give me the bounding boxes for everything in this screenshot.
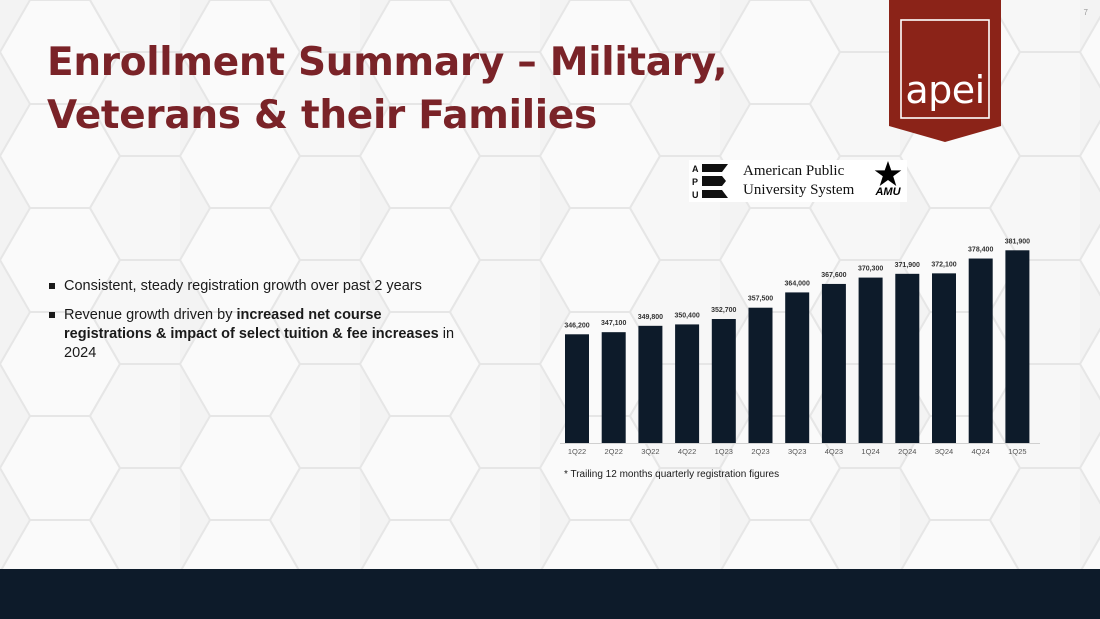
tick-label-2Q22: 2Q22 xyxy=(605,447,623,456)
bar-1Q22 xyxy=(565,334,589,443)
apu-letter-u: U xyxy=(692,190,699,200)
chart-footnote: * Trailing 12 months quarterly registrat… xyxy=(564,469,780,480)
bullet-2-suffix: in 2024 xyxy=(64,326,455,361)
data-label-3Q23: 364,000 xyxy=(785,280,810,287)
data-label-2Q24: 371,900 xyxy=(895,262,920,269)
apu-mark-icon: A P U xyxy=(692,164,728,200)
bar-2Q23 xyxy=(748,307,773,443)
apu-letter-a: A xyxy=(692,164,699,174)
bar-1Q25 xyxy=(1005,250,1030,443)
tick-label-2Q23: 2Q23 xyxy=(751,447,769,456)
tick-label-3Q22: 3Q22 xyxy=(641,447,659,456)
data-label-1Q22: 346,200 xyxy=(564,322,589,329)
bar-1Q23 xyxy=(711,319,736,443)
tick-label-4Q23: 4Q23 xyxy=(825,447,843,456)
data-label-1Q25: 381,900 xyxy=(1005,238,1030,245)
bar-4Q24 xyxy=(968,258,993,443)
bullet-2-prefix: Revenue growth driven by xyxy=(64,307,237,323)
apu-letter-p: P xyxy=(692,177,698,187)
tick-label-4Q24: 4Q24 xyxy=(972,447,990,456)
bullet-1-text: Consistent, steady registration growth o… xyxy=(64,278,422,294)
bullet-list: Consistent, steady registration growth o… xyxy=(49,277,469,373)
apei-logo-text: apei xyxy=(905,68,985,112)
data-label-2Q22: 347,100 xyxy=(601,320,626,327)
data-label-4Q22: 350,400 xyxy=(674,312,699,319)
tick-label-4Q22: 4Q22 xyxy=(678,447,696,456)
bullet-1: Consistent, steady registration growth o… xyxy=(49,277,469,296)
tick-label-1Q22: 1Q22 xyxy=(568,447,586,456)
bar-4Q22 xyxy=(675,324,700,443)
slide-title: Enrollment Summary – Military, Veterans … xyxy=(47,36,807,142)
apei-logo xyxy=(889,0,1001,142)
data-label-3Q24: 372,100 xyxy=(931,261,956,268)
bullet-2: Revenue growth driven by increased net c… xyxy=(49,306,469,363)
data-label-3Q22: 349,800 xyxy=(638,314,663,321)
star-icon xyxy=(874,161,902,186)
bar-1Q24 xyxy=(858,277,883,443)
tick-label-3Q23: 3Q23 xyxy=(788,447,806,456)
data-label-1Q23: 352,700 xyxy=(711,307,736,314)
tick-label-1Q24: 1Q24 xyxy=(861,447,879,456)
bar-4Q23 xyxy=(821,283,846,443)
bar-2Q24 xyxy=(895,273,920,443)
apus-line-1: American Public xyxy=(743,163,845,179)
page-number: 7 xyxy=(1083,8,1088,17)
tick-label-1Q25: 1Q25 xyxy=(1008,447,1026,456)
bar-2Q22 xyxy=(601,332,626,443)
registrations-bar-chart: 346,200 1Q22 347,100 2Q22 349,800 3Q22 350,400… xyxy=(560,238,1040,456)
tick-label-1Q23: 1Q23 xyxy=(715,447,733,456)
bar-3Q23 xyxy=(785,292,810,443)
amu-logo-text: AMU xyxy=(875,186,901,198)
bullet-2-bold: increased net course registrations & imp… xyxy=(64,307,439,342)
title-line-1: Enrollment Summary – Military, xyxy=(47,40,728,85)
title-line-2: Veterans & their Families xyxy=(47,93,597,138)
data-label-2Q23: 357,500 xyxy=(748,296,773,303)
footer-bar xyxy=(0,569,1100,619)
tick-label-2Q24: 2Q24 xyxy=(898,447,916,456)
tick-label-3Q24: 3Q24 xyxy=(935,447,953,456)
bar-3Q22 xyxy=(638,325,663,443)
data-label-4Q23: 367,600 xyxy=(821,272,846,279)
bar-3Q24 xyxy=(932,273,956,443)
apus-line-2: University System xyxy=(743,182,855,198)
data-label-1Q24: 370,300 xyxy=(858,266,883,273)
data-label-4Q24: 378,400 xyxy=(968,247,993,254)
